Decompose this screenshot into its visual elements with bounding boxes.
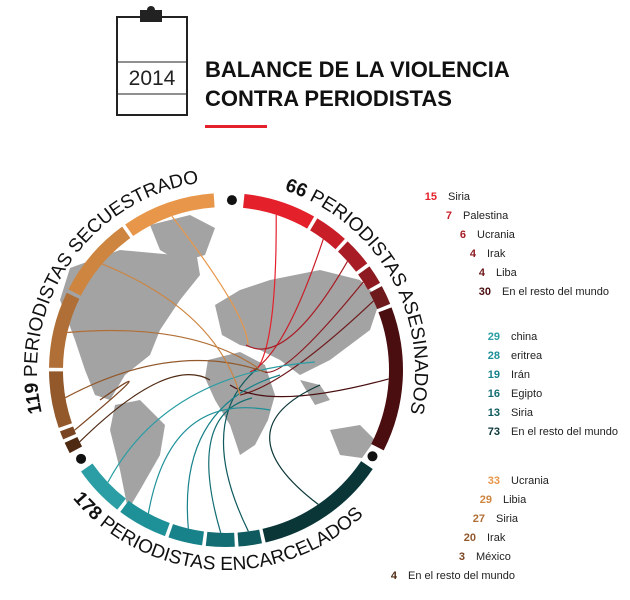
- clipboard: [116, 16, 188, 116]
- ring-segment: [59, 426, 77, 440]
- list-value: 7: [446, 210, 452, 222]
- list-name: Siria: [496, 513, 519, 525]
- clipboard-ring: [147, 6, 155, 14]
- year: 2014: [129, 67, 176, 90]
- list-value: 30: [479, 286, 491, 298]
- connection-curve: [229, 378, 389, 398]
- title-rule: [205, 125, 267, 128]
- group-total: 119: [21, 382, 46, 416]
- ring-segment: [243, 193, 315, 229]
- ring-segment: [120, 500, 170, 537]
- list-value: 19: [488, 369, 500, 381]
- connection-curve: [245, 260, 348, 350]
- ring-segment: [68, 226, 131, 296]
- ring-segment: [49, 371, 72, 428]
- list-name: En el resto del mundo: [408, 570, 515, 582]
- title-line: BALANCE DE LA VIOLENCIA: [205, 57, 510, 82]
- list-value: 13: [488, 407, 500, 419]
- connection-curve: [147, 407, 271, 514]
- ring-segment: [262, 461, 373, 543]
- connection-curve: [74, 380, 130, 431]
- list-name: Irán: [511, 369, 530, 381]
- group-total: 66: [283, 175, 311, 202]
- list-name: china: [511, 331, 538, 343]
- ring-segment: [64, 437, 83, 454]
- connection-curve: [171, 215, 249, 346]
- ring-segment: [49, 292, 80, 368]
- list-value: 27: [473, 513, 485, 525]
- list-name: Palestina: [463, 210, 509, 222]
- curves: [65, 214, 389, 534]
- list-name: eritrea: [511, 350, 543, 362]
- connection-curve: [249, 239, 324, 373]
- ring-segment: [337, 241, 368, 272]
- list-name: Irak: [487, 248, 506, 260]
- separator-dot: [367, 451, 378, 462]
- list-value: 29: [480, 494, 492, 506]
- list-value: 3: [459, 551, 465, 563]
- separator-dot: [226, 195, 237, 206]
- list-name: Liba: [496, 267, 518, 279]
- list-value: 15: [425, 191, 437, 203]
- list-name: Irak: [487, 532, 506, 544]
- list-name: México: [476, 551, 511, 563]
- list-name: Ucrania: [477, 229, 516, 241]
- connection-curve: [264, 281, 364, 373]
- world-map: [60, 215, 380, 510]
- connection-curve: [65, 359, 266, 399]
- ring-segment: [310, 218, 345, 250]
- connection-curve: [257, 214, 277, 369]
- list-value: 6: [460, 229, 466, 241]
- ring-segment: [358, 266, 381, 290]
- ring-segment: [168, 524, 204, 546]
- list-name: Siria: [511, 407, 534, 419]
- connection-curve: [222, 367, 259, 532]
- list-value: 20: [464, 532, 476, 544]
- list-name: Libia: [503, 494, 527, 506]
- list-value: 16: [488, 388, 500, 400]
- connection-curve: [186, 374, 281, 529]
- connection-curve: [101, 263, 241, 396]
- list-value: 4: [470, 248, 477, 260]
- ring-segment: [125, 193, 215, 237]
- connection-curve: [269, 384, 321, 505]
- ring-segment: [371, 307, 403, 451]
- separator-dot: [76, 453, 87, 464]
- ring-segment: [237, 529, 263, 547]
- list-value: 4: [479, 267, 486, 279]
- title-line: CONTRA PERIODISTAS: [205, 86, 452, 111]
- ring-segment: [81, 463, 126, 510]
- list-value: 4: [391, 570, 398, 582]
- connection-curve: [208, 397, 253, 534]
- list-name: Ucrania: [511, 475, 550, 487]
- connection-curve: [67, 329, 259, 369]
- list-value: 33: [488, 475, 500, 487]
- list-value: 28: [488, 350, 500, 362]
- list-name: En el resto del mundo: [511, 426, 618, 438]
- list-name: Egipto: [511, 388, 542, 400]
- list-value: 73: [488, 426, 500, 438]
- connection-curve: [239, 300, 375, 396]
- ring-segment: [369, 286, 391, 310]
- connection-curve: [107, 361, 316, 483]
- connection-curve: [79, 374, 211, 443]
- clipboard-clip: [140, 10, 162, 22]
- list-value: 29: [488, 331, 500, 343]
- ring-segment: [205, 531, 235, 547]
- list-name: En el resto del mundo: [502, 286, 609, 298]
- ring: [49, 193, 403, 547]
- list-name: Siria: [448, 191, 471, 203]
